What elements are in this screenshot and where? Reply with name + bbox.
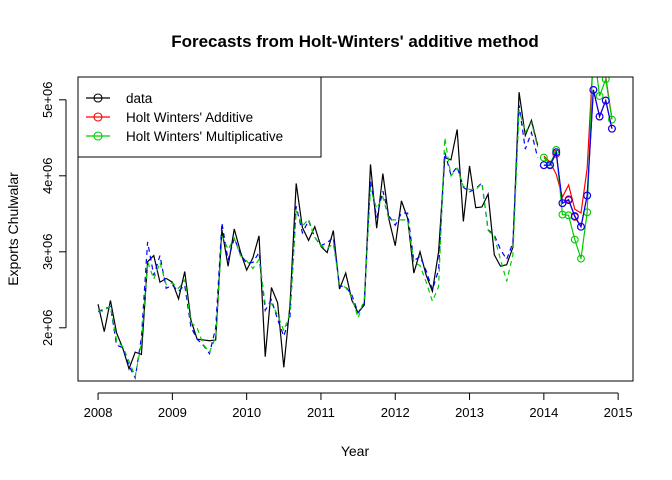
x-tick-label-2012: 2012 [381,405,410,420]
legend: data Holt Winters' Additive Holt Winters' … [77,76,322,158]
y-tick-label-3e+06: 3e+06 [40,234,55,271]
x-tick-label-2014: 2014 [529,405,558,420]
point-holt-winters-multiplicative-11 [607,115,616,124]
x-tick-label-2015: 2015 [604,405,633,420]
x-tick-label-2010: 2010 [232,405,261,420]
point-holt-winters-multiplicative-3 [558,210,567,219]
y-axis-label: Exports Chulwalar [5,172,21,286]
series-line-data [97,92,539,371]
point-forecast-blue-10 [601,96,610,105]
legend-label-holt-winters-multiplicative: Holt Winters' Multiplicative [126,129,283,144]
point-forecast-blue-2 [552,148,561,157]
x-axis: 2008 2009 2010 2011 2012 2013 2014 2015 [84,392,633,420]
point-forecast-blue-4 [564,196,573,205]
point-forecast-blue-11 [607,124,616,133]
point-forecast-blue-8 [589,85,598,94]
point-forecast-blue-9 [595,112,604,121]
legend-label-holt-winters-additive: Holt Winters' Additive [126,110,253,125]
point-forecast-blue-0 [539,161,548,170]
series-line-holt-winters-additive-overlay [543,77,613,215]
series-line-fitted-multiplicative [98,109,539,379]
point-holt-winters-multiplicative-6 [577,254,585,263]
legend-label-data: data [126,91,153,106]
legend-marker-holt-winters-additive [93,112,103,122]
point-forecast-blue-3 [558,199,567,208]
x-tick-label-2008: 2008 [84,405,113,420]
x-tick-label-2013: 2013 [455,405,484,420]
y-tick-label-2e+06: 2e+06 [40,310,55,347]
point-holt-winters-multiplicative-0 [539,153,548,162]
chart-title: Forecasts from Holt-Winters' additive me… [171,32,539,51]
point-holt-winters-multiplicative-4 [564,211,573,220]
point-holt-winters-multiplicative-10 [601,77,610,84]
legend-marker-data [93,93,103,103]
plot-area [97,43,616,380]
point-holt-winters-multiplicative-5 [570,235,579,244]
x-tick-label-2009: 2009 [158,405,187,420]
point-forecast-blue-7 [583,191,592,200]
point-forecast-blue-6 [577,222,585,231]
point-forecast-blue-5 [570,212,579,221]
series-line-forecast-blue [543,89,613,229]
plot-frame [77,76,634,382]
x-axis-label: Year [341,443,370,459]
legend-marker-holt-winters-multiplicative [93,131,103,141]
point-holt-winters-multiplicative-9 [595,92,604,100]
point-forecast-blue-1 [546,161,554,170]
y-tick-label-5e+06: 5e+06 [40,82,55,119]
point-holt-winters-multiplicative-8 [590,43,597,50]
legend-box [77,76,322,158]
x-tick-label-2011: 2011 [307,405,335,420]
series-line-fitted-additive [97,105,539,380]
y-tick-label-4e+06: 4e+06 [40,158,55,195]
y-axis: 2e+06 3e+06 4e+06 5e+06 [40,82,67,347]
